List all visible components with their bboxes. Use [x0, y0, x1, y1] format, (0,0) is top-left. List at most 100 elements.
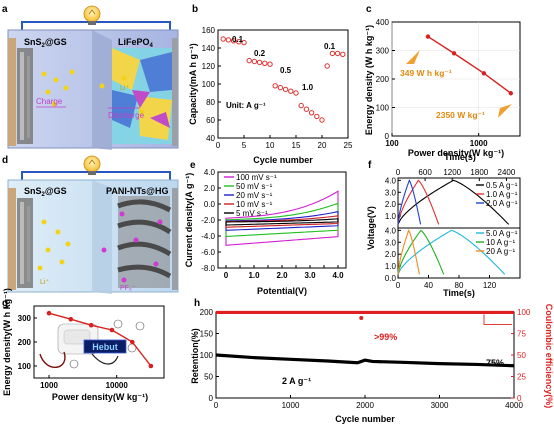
cathode-title: PANI-NTs@HG	[106, 186, 168, 196]
panel-h-ce-outlier	[359, 316, 364, 321]
panel-c-xlabel: Power density(W kg⁻¹)	[408, 148, 504, 158]
panel-b-xtick-label: 0	[216, 141, 221, 150]
panel-c-line	[425, 34, 514, 96]
panel-h-ce-arrow	[483, 314, 512, 325]
panel-a: a	[2, 4, 179, 150]
panel-b-ytick-label: 160	[202, 26, 216, 35]
panel-g-ytick-label: 300	[18, 314, 32, 323]
li-ions	[37, 219, 71, 271]
panel-d-label: d	[2, 155, 8, 166]
anode-title: SnS2@GS	[24, 186, 67, 198]
panel-c-yticks: 0 100 200 300 400	[376, 18, 395, 141]
panel-b-point	[230, 38, 237, 44]
panel-b-yticks: 40 60 80 100 120 140 160	[202, 26, 221, 143]
panel-b-point	[298, 102, 304, 109]
panel-e-xtick-label: 1.0	[248, 271, 260, 280]
panel-e-yticks: -8.0 -6.0 -4.0 -2.0 0.0 2.0 4.0	[201, 168, 221, 273]
panel-e-xtick-label: 2.0	[276, 271, 288, 280]
panel-g-ytick-label: 200	[18, 338, 32, 347]
anode-current-collector	[8, 38, 16, 146]
panel-f-bottom-xtick-label: 120	[483, 281, 497, 290]
li-ions	[41, 69, 145, 115]
panel-e-legend-label: 10 mV s⁻¹	[236, 200, 273, 209]
panel-g-point	[148, 363, 154, 369]
panel-g-ytick-label: 100	[18, 362, 32, 371]
panel-f-ylabel: Voltage(V)	[366, 206, 376, 250]
panel-e-legend-label: 5 mV s⁻¹	[236, 209, 268, 218]
panel-f-legend-label: 2.0 A g⁻¹	[486, 199, 518, 208]
panel-b-point	[220, 36, 226, 42]
annotation-retention: 75%	[486, 358, 504, 368]
panel-f-ytick-label: 2.0	[385, 250, 397, 259]
discharge-label: Discharge	[108, 111, 145, 120]
li-ion-label: Li⁺	[40, 278, 49, 286]
panel-f-ytick-label: 2.0	[385, 200, 397, 209]
panel-h-xtick-label: 2000	[356, 401, 374, 410]
panel-b-point	[319, 117, 325, 123]
panel-h-ytick-right-label: 0	[517, 394, 522, 403]
panel-f-ytick-label: 1.0	[385, 262, 397, 271]
panel-b-point	[251, 58, 258, 65]
panel-h-ytick-label: 100	[200, 351, 214, 360]
anode-current-collector	[8, 188, 16, 290]
panel-e-legend-label: 20 mV s⁻¹	[236, 191, 273, 200]
lightbulb-icon	[83, 155, 101, 175]
panel-f-top-xtick-label: 0	[396, 168, 401, 177]
panel-b-label: b	[192, 4, 198, 15]
panel-f-top-xtick-label: 1800	[470, 168, 488, 177]
panel-f-ytick-label: 1.0	[385, 212, 397, 221]
panel-c-ytick-label: 100	[376, 104, 390, 113]
lightbulb-icon	[83, 5, 101, 25]
panel-b-point	[293, 90, 299, 96]
panel-c-xticks: 100 1000	[385, 133, 488, 148]
panel-c-ylabel: Energy density (W h kg⁻¹)	[364, 25, 374, 135]
panel-b-point	[236, 39, 242, 45]
panel-g-point	[46, 310, 52, 316]
cathode-current-collector	[172, 188, 178, 290]
panel-c-series-line	[427, 35, 512, 94]
panel-h-ytick-label: 50	[204, 373, 213, 382]
panel-h-ylabel-right: Coulombic efficiency(%)	[544, 304, 554, 409]
panel-g-point	[109, 327, 115, 333]
panel-c-ytick-label: 300	[376, 47, 390, 56]
panel-a-label: a	[2, 4, 8, 15]
panel-g-point	[68, 316, 74, 322]
panel-g-ylabel: Energy density(W h kg⁻¹)	[2, 288, 12, 396]
panel-f-gcd-curve	[397, 179, 422, 225]
panel-f-top-xtick-label: 600	[418, 168, 432, 177]
panel-b: b 0 5 10 15 20 25 40 60 80 100 120 140 160 Cycle nu…	[188, 4, 353, 165]
pf6-ion-label: PF₆⁻	[120, 285, 136, 292]
separator	[92, 30, 112, 150]
panel-h-xtick-label: 3000	[431, 401, 449, 410]
panel-g-xlabel: Power density(W kg⁻¹)	[52, 392, 148, 402]
panel-c-grid	[391, 22, 520, 136]
annotation-low: 2350 W kg⁻¹	[436, 104, 512, 120]
panel-f-bottom-xtick-label: 40	[424, 281, 433, 290]
panel-b-xtick-label: 10	[266, 141, 275, 150]
panel-f-legend: 0.5 A g⁻¹1.0 A g⁻¹2.0 A g⁻¹ 5.0 A g⁻¹10 A…	[476, 181, 518, 256]
panel-e-legend-label: 50 mV s⁻¹	[236, 182, 273, 191]
panel-f-ytick-label: 0.0	[385, 274, 397, 283]
panel-b-xtick-label: 5	[242, 141, 247, 150]
panel-f-gcd-curve	[397, 179, 440, 225]
panel-g-xtick-label: 10000	[106, 381, 129, 390]
panel-c-ytick-label: 400	[376, 18, 390, 27]
panel-b-ytick-label: 140	[202, 44, 216, 53]
panel-b-point	[262, 60, 268, 66]
panel-e-xticks: 0 1.0 2.0 3.0 4.0	[224, 265, 344, 280]
hebut-display: Hebut	[83, 339, 127, 354]
panel-g-yticks: 100 200 300	[18, 314, 37, 371]
panel-e-cv-loop	[225, 210, 339, 231]
panel-b-point	[324, 63, 330, 69]
panel-f-ytick-label: 4.0	[385, 176, 397, 185]
panel-e-ylabel: Current density(A g⁻¹)	[184, 173, 194, 267]
unit-label: Unit: A g⁻¹	[226, 101, 266, 110]
panel-e-ytick-label: 2.0	[204, 184, 216, 193]
panel-b-xtick-label: 15	[292, 141, 301, 150]
panel-f-top-xtick-label: 1200	[443, 168, 461, 177]
cathode-current-collector	[172, 38, 178, 146]
panel-f-gcd-curve	[397, 229, 445, 275]
panel-g-line	[46, 310, 154, 369]
panel-f-ytick-label: 3.0	[385, 238, 397, 247]
panel-h-ytick-label: 0	[209, 394, 214, 403]
